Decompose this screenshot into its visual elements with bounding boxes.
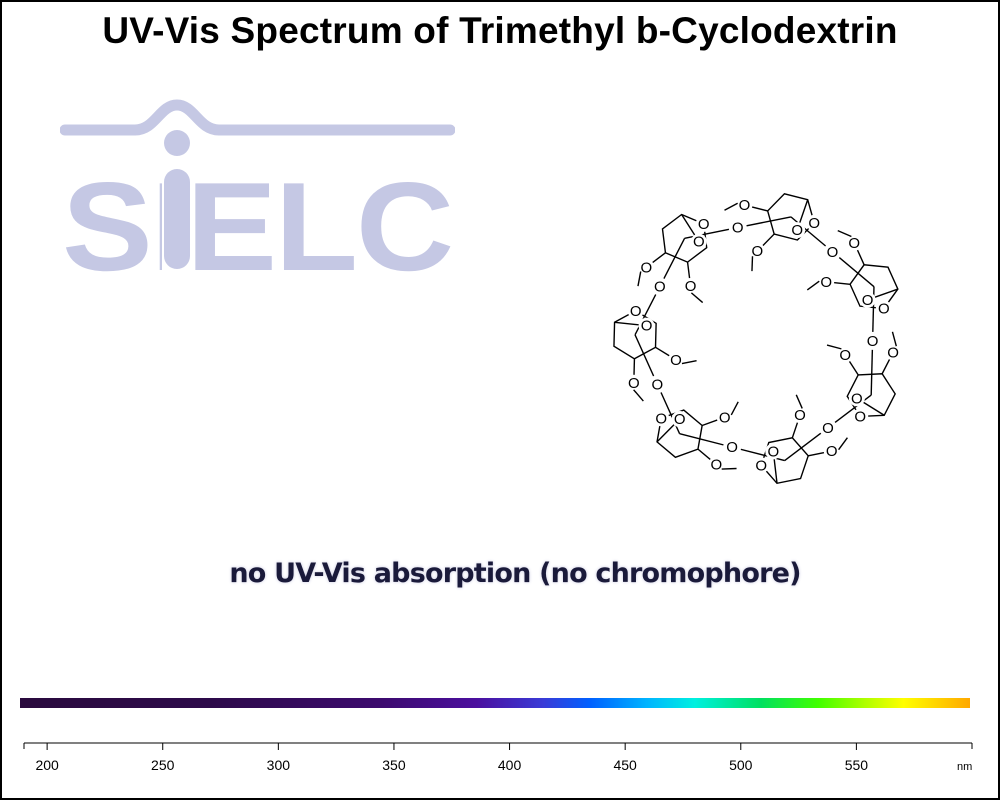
wavelength-axis: 200 250 300 350 400 450 500 550 nm <box>23 742 973 773</box>
methyl-bond <box>637 271 642 287</box>
atom-label: O <box>862 292 874 309</box>
methyl-bond <box>795 394 803 409</box>
x-tick-label: 550 <box>845 757 869 773</box>
bond <box>634 334 658 385</box>
atom-label: O <box>711 457 723 474</box>
atom-label: O <box>732 220 744 237</box>
bond <box>870 340 874 396</box>
atom-label: O <box>739 197 751 214</box>
atom-label: O <box>755 457 767 474</box>
atom-label: O <box>827 244 839 261</box>
methyl-bond <box>837 229 852 238</box>
methyl-bond <box>730 401 739 416</box>
visible-spectrum-colorbar <box>20 698 970 708</box>
atom-label: O <box>794 407 806 424</box>
bond <box>659 237 686 287</box>
sielc-logo: SIELC <box>60 99 455 280</box>
atom-label: O <box>698 216 710 233</box>
atom-label: O <box>752 243 764 260</box>
atom-label: O <box>820 274 832 291</box>
atom-label: O <box>651 376 663 393</box>
methyl-bond <box>681 360 697 365</box>
x-tick-label: 300 <box>267 757 291 773</box>
atom-label: O <box>822 420 834 437</box>
x-tick-label: 250 <box>151 757 175 773</box>
atom-label: O <box>839 347 851 364</box>
methyl-bond <box>724 202 738 211</box>
atom-label: O <box>887 344 899 361</box>
atom-label: O <box>867 333 879 350</box>
atom-label: O <box>848 235 860 252</box>
chart-title: UV-Vis Spectrum of Trimethyl b-Cyclodext… <box>102 10 898 51</box>
atom-label: O <box>655 410 667 427</box>
atom-label: O <box>826 443 838 460</box>
x-tick-label: 350 <box>382 757 406 773</box>
x-tick-label: 200 <box>35 757 59 773</box>
atom-label: O <box>654 279 666 296</box>
methyl-bond <box>826 344 842 350</box>
x-tick-label: 400 <box>498 757 522 773</box>
atom-label: O <box>674 411 686 428</box>
x-tick-label: 500 <box>729 757 753 773</box>
bond <box>784 427 829 462</box>
atom-label: O <box>640 259 652 276</box>
atom-label: O <box>641 318 653 335</box>
atom-label: O <box>685 278 697 295</box>
bond <box>831 251 875 288</box>
methyl-bond <box>838 437 848 451</box>
methyl-bond <box>806 280 820 291</box>
bond <box>679 433 733 448</box>
absorption-note: no UV-Vis absorption (no chromophore) <box>229 558 801 589</box>
atom-label: O <box>726 439 738 456</box>
atom-label: O <box>630 303 642 320</box>
x-tick-label: 450 <box>613 757 637 773</box>
axis-unit-label: nm <box>957 761 972 773</box>
bond <box>737 216 792 229</box>
atom-label: O <box>854 408 866 425</box>
atom-label: O <box>628 375 640 392</box>
atom-label: O <box>767 443 779 460</box>
methyl-bond <box>891 331 897 347</box>
methyl-bond <box>633 389 644 402</box>
methyl-bond <box>721 467 737 470</box>
atom-label: O <box>791 222 803 239</box>
methyl-bond <box>690 292 704 304</box>
methyl-bond <box>751 256 754 272</box>
atom-label: O <box>693 234 705 251</box>
atom-label: O <box>719 409 731 426</box>
atom-label: O <box>851 390 863 407</box>
logo-text: SIELC <box>62 156 452 280</box>
atom-label: O <box>878 301 890 318</box>
atom-label: O <box>808 215 820 232</box>
atom-label: O <box>670 352 682 369</box>
